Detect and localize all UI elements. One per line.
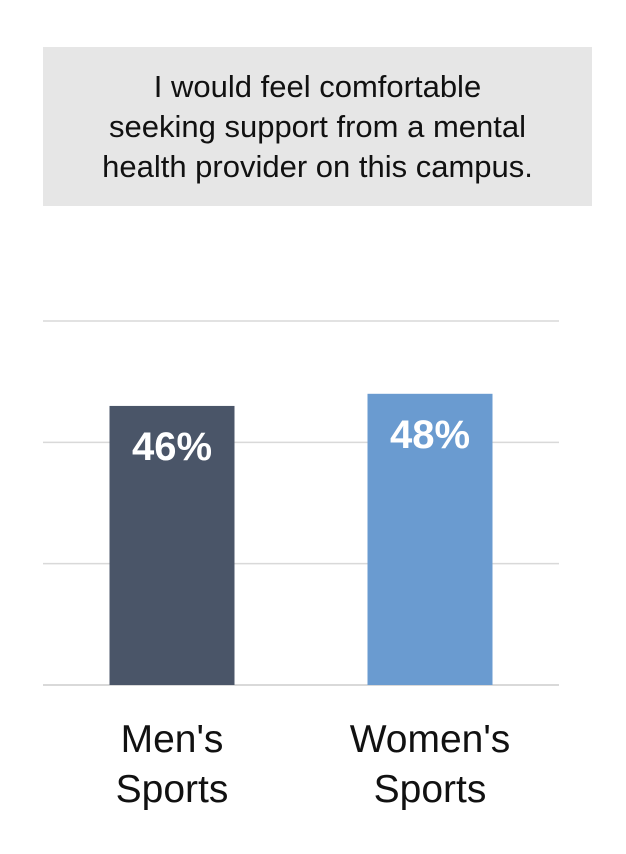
x-tick-label-line: Sports <box>374 768 487 811</box>
x-tick-label-line: Men's <box>121 718 224 761</box>
title-box: I would feel comfortable seeking support… <box>43 47 592 206</box>
bar-1 <box>367 393 493 685</box>
data-label-1: 48% <box>390 413 470 457</box>
x-tick-label-1: Women's Sports <box>350 718 511 811</box>
x-tick-label-line: Women's <box>350 718 511 761</box>
data-label-0: 46% <box>132 425 212 469</box>
x-tick-label-0: Men's Sports <box>116 718 229 811</box>
chart-title: I would feel comfortable seeking support… <box>102 68 533 184</box>
bar-0 <box>109 405 235 685</box>
x-tick-label-line: Sports <box>116 768 229 811</box>
